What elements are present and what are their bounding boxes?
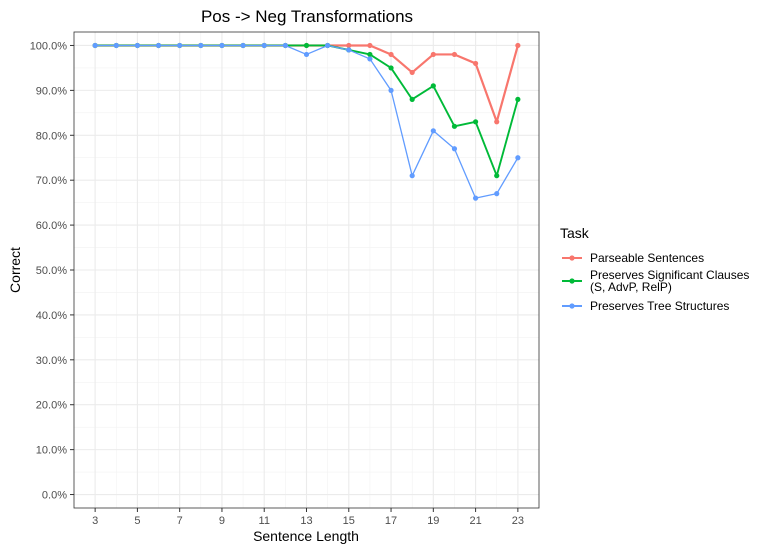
data-point <box>515 155 521 161</box>
data-point <box>430 83 436 89</box>
legend: Task Parseable Sentences Preserves Signif… <box>560 225 749 313</box>
data-point <box>303 42 310 49</box>
data-point <box>472 60 479 67</box>
data-point <box>409 96 415 102</box>
data-point <box>388 87 394 93</box>
data-point <box>155 42 162 49</box>
legend-key-point <box>569 278 575 284</box>
data-point <box>282 42 288 49</box>
x-tick-label: 3 <box>92 515 98 527</box>
data-point <box>113 42 119 49</box>
legend-key-point <box>569 255 575 261</box>
data-point <box>388 51 394 58</box>
data-point <box>198 42 204 49</box>
y-tick-label: 50.0% <box>36 265 67 277</box>
series-3 <box>92 42 521 201</box>
x-tick-label: 9 <box>219 515 225 527</box>
data-point <box>494 119 500 125</box>
data-point <box>177 42 183 49</box>
legend-label: (S, AdvP, RelP) <box>590 280 672 294</box>
x-tick-label: 11 <box>259 515 270 527</box>
x-tick-label: 19 <box>427 515 439 527</box>
data-point <box>430 51 436 58</box>
y-tick-label: 10.0% <box>36 445 67 457</box>
y-tick-label: 100.0% <box>30 40 68 52</box>
data-point <box>303 51 310 58</box>
data-point <box>409 173 415 179</box>
legend-key-point <box>569 303 575 309</box>
data-point <box>367 56 373 62</box>
legend-title: Task <box>560 225 590 241</box>
x-tick-label: 23 <box>512 515 524 527</box>
data-point <box>494 191 500 197</box>
data-point <box>346 42 352 49</box>
data-point <box>219 42 225 49</box>
y-tick-label: 40.0% <box>36 310 67 322</box>
y-tick-label: 90.0% <box>36 85 67 97</box>
data-point <box>515 42 521 49</box>
x-tick-label: 5 <box>134 515 140 527</box>
data-point <box>240 42 246 49</box>
chart-title: Pos -> Neg Transformations <box>201 7 413 26</box>
data-point <box>430 128 436 134</box>
data-point <box>472 119 479 125</box>
x-tick-label: 15 <box>343 515 355 527</box>
legend-label: Parseable Sentences <box>590 251 704 265</box>
data-point <box>325 42 331 49</box>
data-point <box>346 47 352 53</box>
data-point <box>515 96 521 102</box>
x-tick-label: 7 <box>177 515 183 527</box>
data-point <box>451 51 458 58</box>
legend-label: Preserves Tree Structures <box>590 299 729 313</box>
data-point <box>451 123 458 129</box>
y-axis-title: Correct <box>7 247 23 293</box>
x-axis-title: Sentence Length <box>253 528 359 544</box>
legend-item: Preserves Significant Clauses (S, AdvP, … <box>562 268 749 294</box>
y-tick-label: 30.0% <box>36 355 67 367</box>
legend-item: Preserves Tree Structures <box>562 299 729 313</box>
data-point <box>451 146 458 152</box>
y-tick-label: 70.0% <box>36 175 67 187</box>
legend-label: Preserves Significant Clauses <box>590 268 749 282</box>
y-tick-label: 20.0% <box>36 400 67 412</box>
data-point <box>494 173 500 179</box>
y-tick-label: 80.0% <box>36 130 67 142</box>
x-tick-label: 17 <box>385 515 397 527</box>
data-point <box>134 42 141 49</box>
data-point <box>409 69 415 76</box>
data-point <box>92 42 98 49</box>
data-point <box>367 42 373 49</box>
legend-item: Parseable Sentences <box>562 251 704 265</box>
data-point <box>261 42 267 49</box>
y-tick-label: 0.0% <box>42 490 67 502</box>
x-tick-label: 21 <box>469 515 481 527</box>
data-point <box>472 195 479 201</box>
data-point <box>367 51 373 58</box>
y-tick-label: 60.0% <box>36 220 67 232</box>
x-tick-label: 13 <box>300 515 312 527</box>
data-point <box>388 65 394 71</box>
